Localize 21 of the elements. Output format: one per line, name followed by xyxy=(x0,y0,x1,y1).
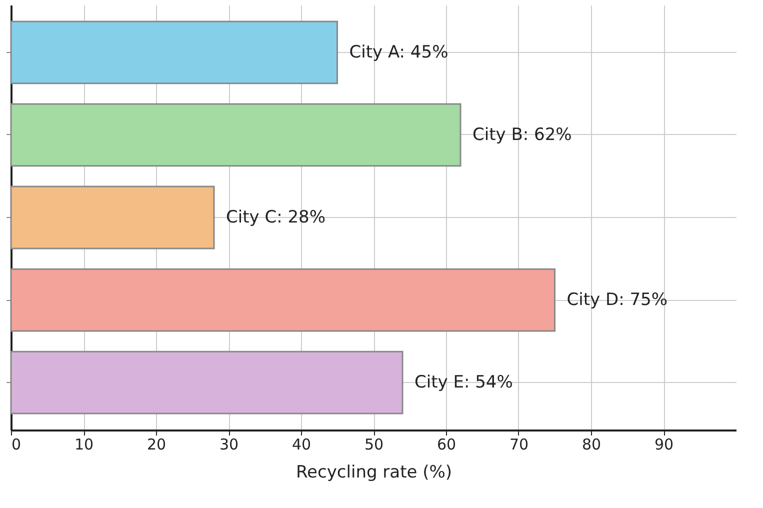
x-tick-label: 50 xyxy=(364,436,384,454)
bar xyxy=(10,20,338,84)
x-tick-label: 20 xyxy=(146,436,166,454)
bar xyxy=(10,350,404,414)
bar xyxy=(10,103,462,167)
x-axis-title: Recycling rate (%) xyxy=(296,462,452,482)
bar xyxy=(10,186,215,250)
bar xyxy=(10,268,556,332)
x-tick-label: 10 xyxy=(74,436,94,454)
x-tick-label: 40 xyxy=(292,436,312,454)
x-tick-label: 90 xyxy=(654,436,674,454)
data-label: City B: 62% xyxy=(472,124,572,145)
data-label: City D: 75% xyxy=(566,290,668,310)
x-tick-label: 60 xyxy=(436,436,456,454)
x-tick-label: 0 xyxy=(12,436,22,454)
x-tick-label: 70 xyxy=(509,436,529,454)
data-label: City E: 54% xyxy=(414,372,513,393)
x-tick-label: 30 xyxy=(219,436,239,454)
data-label: City A: 45% xyxy=(349,42,448,62)
x-tick-label: 80 xyxy=(582,436,602,454)
data-label: City C: 28% xyxy=(226,208,326,228)
